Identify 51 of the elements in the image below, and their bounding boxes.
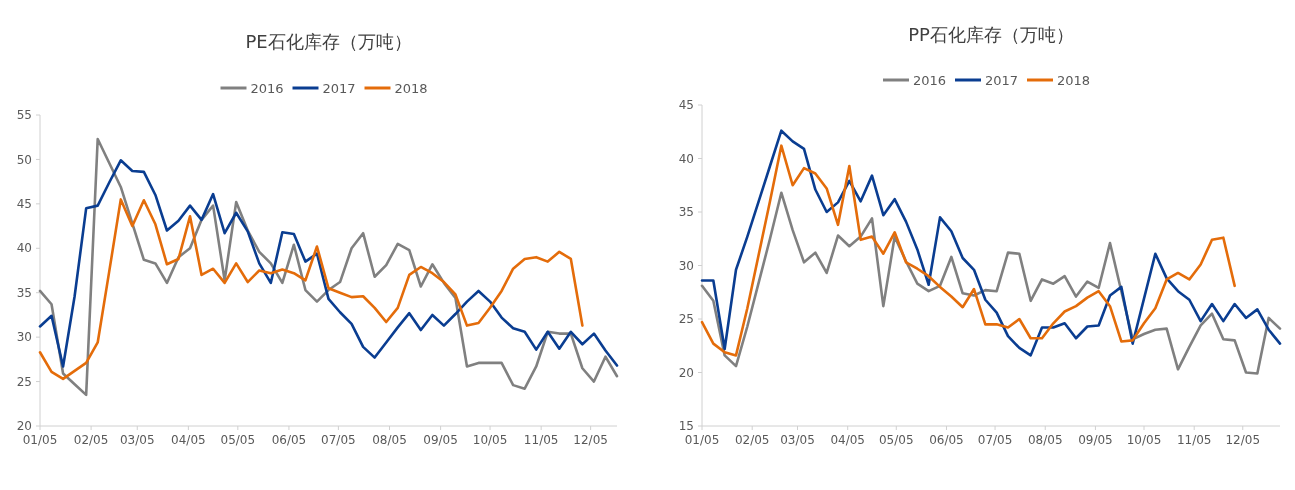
x-tick-label: 01/05: [22, 433, 58, 447]
legend-label: 2018: [1057, 72, 1091, 88]
x-tick-label: 11/05: [1176, 433, 1212, 447]
x-tick-label: 04/05: [171, 433, 206, 447]
y-tick-label: 20: [16, 419, 32, 434]
line-series: [38, 198, 584, 381]
y-tick-label: 15: [678, 419, 694, 434]
x-tick-label: 07/05: [977, 433, 1013, 447]
x-tick-label: 03/05: [119, 433, 155, 447]
x-tick-label: 04/05: [830, 433, 866, 447]
x-tick-label: 06/05: [271, 433, 307, 447]
legend-label: 2016: [913, 72, 947, 88]
x-tick-label: 11/05: [523, 433, 559, 447]
chart-title: PE石化库存（万吨）: [245, 31, 412, 52]
line-series: [700, 191, 1282, 375]
y-tick-label: 45: [678, 98, 694, 113]
x-tick-label: 05/05: [220, 433, 256, 447]
y-tick-label: 55: [16, 108, 32, 123]
y-tick-label: 30: [678, 258, 694, 273]
y-tick-label: 35: [16, 285, 32, 300]
y-tick-label: 20: [678, 365, 694, 380]
x-tick-label: 01/05: [684, 433, 720, 447]
x-tick-label: 09/05: [423, 433, 458, 447]
x-tick-label: 06/05: [929, 433, 964, 447]
x-tick-label: 03/05: [780, 433, 815, 447]
y-tick-label: 35: [678, 205, 694, 220]
y-tick-label: 45: [16, 197, 32, 212]
legend-label: 2016: [250, 80, 284, 96]
x-tick-label: 07/05: [321, 433, 356, 447]
legend-label: 2017: [985, 72, 1019, 88]
x-tick-label: 02/05: [73, 433, 109, 447]
y-tick-label: 25: [16, 374, 32, 389]
y-tick-label: 30: [16, 330, 32, 345]
x-tick-label: 08/05: [1027, 433, 1063, 447]
y-tick-label: 25: [678, 312, 694, 327]
chart-title: PP石化库存（万吨）: [908, 24, 1074, 45]
y-tick-label: 50: [16, 152, 32, 167]
x-tick-label: 10/05: [1126, 433, 1162, 447]
x-tick-label: 05/05: [878, 433, 914, 447]
x-tick-label: 10/05: [472, 433, 508, 447]
line-series: [38, 159, 619, 368]
legend-label: 2018: [394, 80, 428, 96]
y-tick-label: 40: [678, 151, 694, 166]
line-series: [38, 137, 619, 397]
y-tick-label: 40: [16, 241, 32, 256]
legend-label: 2017: [322, 80, 356, 96]
x-tick-label: 02/05: [734, 433, 770, 447]
x-tick-label: 12/05: [573, 433, 608, 447]
x-tick-label: 08/05: [372, 433, 407, 447]
x-tick-label: 12/05: [1225, 433, 1261, 447]
x-tick-label: 09/05: [1078, 433, 1113, 447]
